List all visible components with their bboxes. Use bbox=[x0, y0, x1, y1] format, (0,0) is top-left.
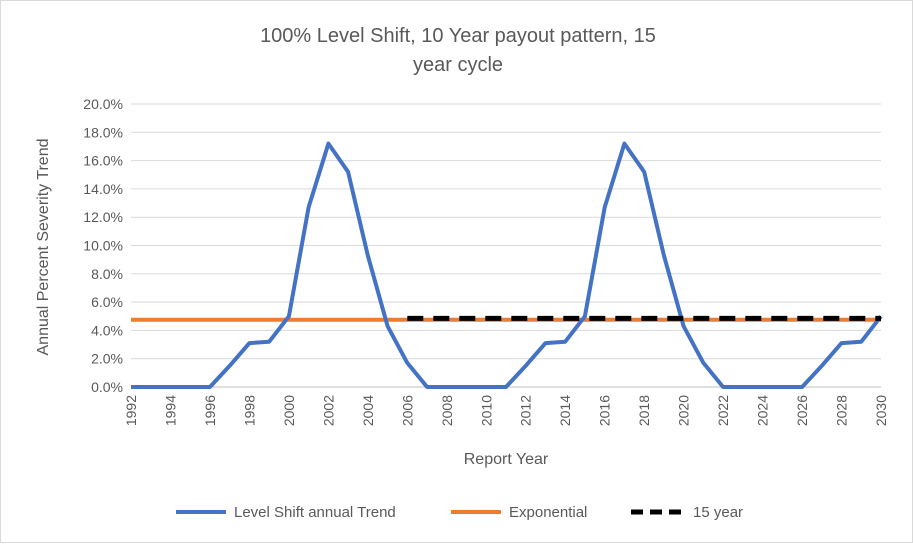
chart-title-line-1: 100% Level Shift, 10 Year payout pattern… bbox=[260, 25, 656, 47]
y-tick-label: 0.0% bbox=[91, 379, 123, 395]
legend: Level Shift annual Trend Exponential 15 … bbox=[176, 504, 743, 521]
legend-label-15-year: 15 year bbox=[693, 504, 743, 521]
y-tick-label: 20.0% bbox=[83, 96, 123, 112]
x-tick-label: 1996 bbox=[202, 395, 218, 426]
chart-title-line-2: year cycle bbox=[413, 54, 503, 76]
legend-label-exponential: Exponential bbox=[509, 504, 587, 521]
x-tick-label: 2028 bbox=[834, 395, 850, 426]
series-line-level-shift-annual-trend bbox=[131, 141, 883, 389]
y-tick-labels: 0.0% 2.0% 4.0% 6.0% 8.0% 10.0% 12.0% 14.0% 16.0%… bbox=[83, 96, 123, 395]
y-tick-label: 4.0% bbox=[91, 322, 123, 338]
series-lines bbox=[131, 141, 883, 389]
legend-label-level-shift: Level Shift annual Trend bbox=[234, 504, 396, 521]
x-tick-label: 1994 bbox=[162, 395, 178, 426]
x-tick-label: 2002 bbox=[320, 395, 336, 426]
x-tick-label: 2000 bbox=[281, 395, 297, 426]
x-tick-label: 1998 bbox=[241, 395, 257, 426]
y-axis-title: Annual Percent Severity Trend bbox=[35, 138, 52, 355]
x-tick-label: 2026 bbox=[794, 395, 810, 426]
x-tick-label: 2016 bbox=[597, 395, 613, 426]
x-axis-title: Report Year bbox=[464, 451, 549, 468]
x-tick-label: 2030 bbox=[873, 395, 889, 426]
x-tick-label: 2024 bbox=[755, 395, 771, 426]
x-tick-label: 2020 bbox=[676, 395, 692, 426]
gridlines bbox=[131, 103, 881, 388]
x-tick-label: 2008 bbox=[439, 395, 455, 426]
x-tick-label: 2022 bbox=[715, 395, 731, 426]
x-tick-label: 2010 bbox=[478, 395, 494, 426]
x-tick-labels: 1992 1994 1996 1998 2000 2002 2004 2006 2008 2010… bbox=[123, 395, 889, 426]
y-tick-label: 6.0% bbox=[91, 294, 123, 310]
x-tick-label: 2018 bbox=[636, 395, 652, 426]
y-tick-label: 18.0% bbox=[83, 124, 123, 140]
x-tick-label: 2004 bbox=[360, 395, 376, 426]
x-tick-label: 2012 bbox=[518, 395, 534, 426]
y-tick-label: 8.0% bbox=[91, 266, 123, 282]
y-tick-label: 14.0% bbox=[83, 181, 123, 197]
x-tick-label: 2014 bbox=[557, 395, 573, 426]
y-tick-label: 10.0% bbox=[83, 238, 123, 254]
x-tick-label: 1992 bbox=[123, 395, 139, 426]
x-tick-label: 2006 bbox=[399, 395, 415, 426]
y-tick-label: 2.0% bbox=[91, 351, 123, 367]
y-tick-label: 16.0% bbox=[83, 153, 123, 169]
y-tick-label: 12.0% bbox=[83, 209, 123, 225]
